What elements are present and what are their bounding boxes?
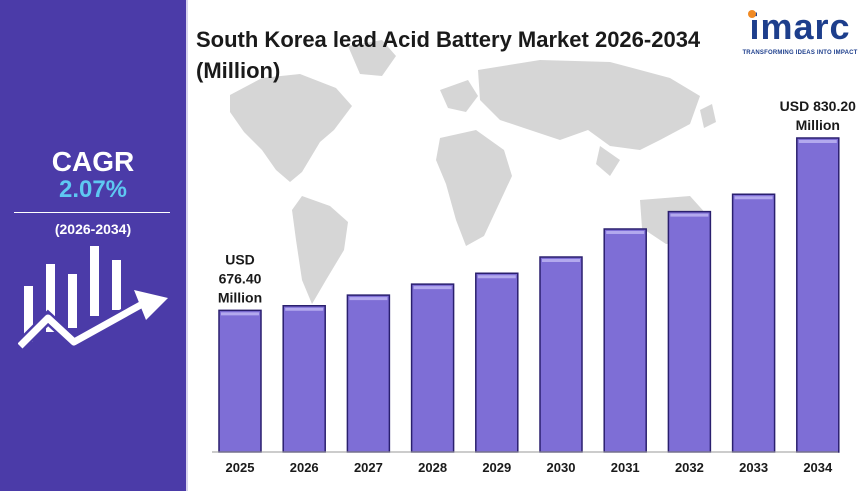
panel-divider-stripe xyxy=(186,0,188,491)
x-tick-label-2034: 2034 xyxy=(803,460,833,475)
logo-tagline: TRANSFORMING IDEAS INTO IMPACT xyxy=(742,50,858,56)
logo-wordmark: imarc xyxy=(749,6,851,47)
cagr-period: (2026-2034) xyxy=(54,221,132,237)
bar-highlight-2026 xyxy=(285,307,324,311)
data-label-2025-line-0: USD xyxy=(225,251,255,267)
bar-highlight-2030 xyxy=(542,259,580,263)
x-tick-label-2033: 2033 xyxy=(739,460,768,475)
bar-highlight-2029 xyxy=(477,275,516,279)
world-map-background xyxy=(230,40,716,304)
bar-2027 xyxy=(346,294,391,453)
bar-highlight-2028 xyxy=(413,286,452,290)
x-tick-label-2032: 2032 xyxy=(675,460,704,475)
x-tick-label-2031: 2031 xyxy=(611,460,640,475)
bar-2034 xyxy=(796,137,840,453)
bar-2031 xyxy=(603,228,647,453)
cagr-title: CAGR xyxy=(51,146,135,177)
bar-2026 xyxy=(282,305,326,453)
bar-2029 xyxy=(475,272,519,453)
cagr-panel xyxy=(0,0,186,491)
bar-2030 xyxy=(539,256,583,453)
x-tick-label-2029: 2029 xyxy=(482,460,511,475)
bar-2028 xyxy=(410,283,455,453)
x-tick-label-2027: 2027 xyxy=(354,460,383,475)
bar-highlight-2034 xyxy=(798,140,837,143)
data-label-2025-line-2: Million xyxy=(218,289,262,305)
logo-dot xyxy=(748,10,756,18)
labels-layer: 2025 2026 2027 2028 2029 2030 2031 2032 2033 2034… xyxy=(218,98,856,475)
bar-2025 xyxy=(218,309,262,453)
cagr-divider xyxy=(14,212,170,213)
bar-highlight-2027 xyxy=(349,297,388,301)
imarc-logo: imarc TRANSFORMING IDEAS INTO IMPACT xyxy=(740,6,860,62)
bar-2033 xyxy=(731,193,776,453)
data-label-2034-line-0: USD 830.20 xyxy=(780,98,856,114)
growth-chart-icon xyxy=(18,246,168,351)
cagr-value: 2.07% xyxy=(58,176,128,203)
bar-2032 xyxy=(667,210,712,453)
bars-layer xyxy=(218,137,840,453)
x-tick-label-2028: 2028 xyxy=(418,460,447,475)
bar-highlight-2025 xyxy=(221,312,259,316)
x-tick-label-2025: 2025 xyxy=(226,460,255,475)
bar-highlight-2033 xyxy=(734,196,773,200)
bar-highlight-2032 xyxy=(670,213,709,217)
chart-title: South Korea lead Acid Battery Market 202… xyxy=(196,27,701,83)
data-label-2025-line-1: 676.40 xyxy=(219,270,262,286)
x-tick-label-2030: 2030 xyxy=(547,460,576,475)
bar-highlight-2031 xyxy=(606,230,645,234)
x-tick-label-2026: 2026 xyxy=(290,460,319,475)
data-label-2034-line-1: Million xyxy=(796,117,840,133)
